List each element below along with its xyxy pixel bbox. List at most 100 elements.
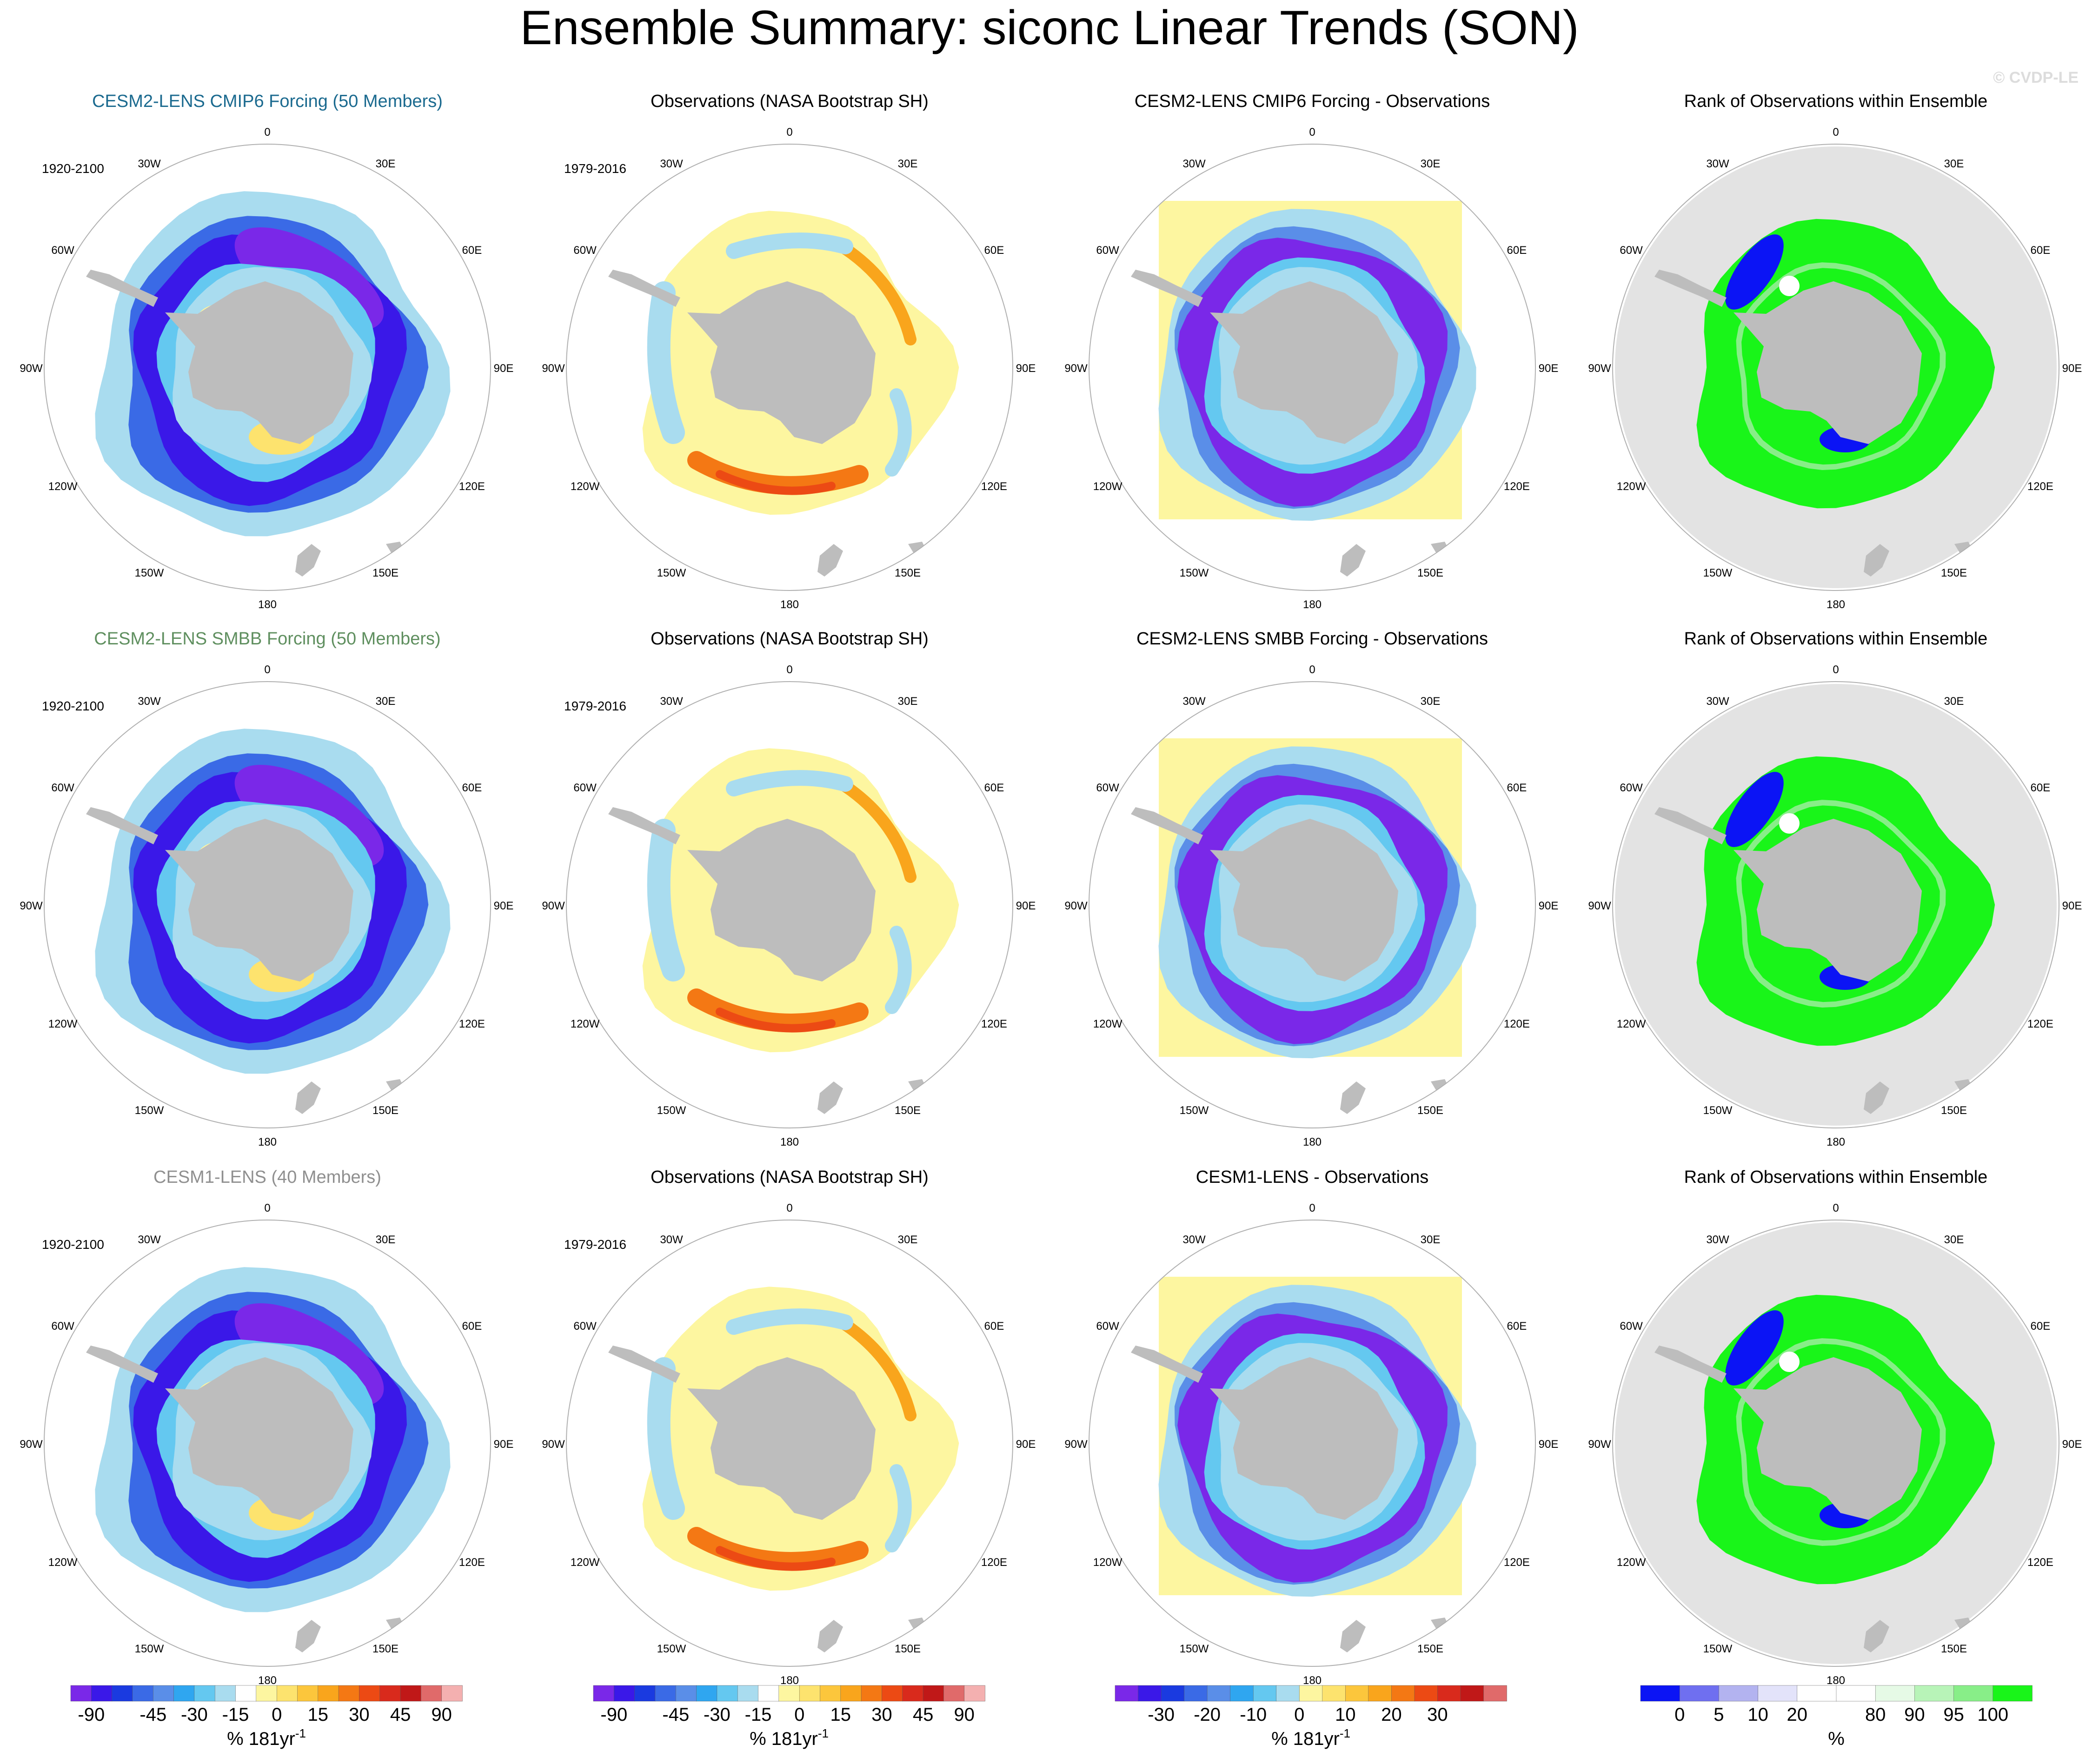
new-zealand-landmass — [817, 544, 843, 577]
panel-title: CESM2-LENS SMBB Forcing - Observations — [1136, 629, 1488, 649]
longitude-label: 120W — [48, 480, 78, 493]
longitude-label: 90W — [20, 900, 43, 912]
map-field — [86, 1267, 451, 1652]
longitude-label: 150W — [1703, 1643, 1733, 1655]
longitude-label: 120W — [1093, 1556, 1123, 1569]
colorbar-swatch — [338, 1685, 360, 1702]
new-zealand-landmass — [295, 1620, 321, 1652]
colorbar-swatch — [840, 1685, 862, 1702]
panel-title: Rank of Observations within Ensemble — [1684, 629, 1988, 649]
rank-low-percentile — [1725, 772, 1784, 847]
colorbar-unit-text: % — [1828, 1729, 1845, 1749]
longitude-label: 150E — [372, 1643, 399, 1655]
map-panel: 0 30E 60E 90E 120E 150E 180 150W 120W 90W 60W 30W CE… — [1064, 92, 1558, 611]
longitude-label: 90E — [2062, 900, 2082, 912]
longitude-label: 30W — [1706, 695, 1729, 708]
map-outline — [1612, 1220, 2059, 1667]
tasmania-landmass — [1954, 1079, 1973, 1093]
obs-decrease-region — [726, 1308, 853, 1335]
longitude-label: 120E — [981, 480, 1007, 493]
longitude-label: 150W — [1703, 1104, 1733, 1117]
longitude-label: 90E — [2062, 362, 2082, 375]
longitude-label: 120E — [1504, 480, 1530, 493]
panel-period: 1979-2016 — [564, 161, 626, 176]
longitude-label: 60W — [573, 782, 597, 794]
colorbar-swatch — [861, 1685, 883, 1702]
longitude-label: 150W — [135, 567, 164, 579]
new-zealand-landmass — [817, 1081, 843, 1114]
longitude-label: 180 — [1303, 598, 1322, 611]
longitude-label: 180 — [780, 598, 799, 611]
longitude-label: 90W — [1064, 900, 1088, 912]
colorbar-tick-label: 45 — [913, 1704, 934, 1725]
colorbar-swatch — [655, 1685, 676, 1702]
longitude-label: 120E — [981, 1556, 1007, 1569]
south-america-landmass — [1654, 807, 1727, 844]
colorbar-row: -90 -45 -30 -15 0 15 30 45 90% 181yr-1-90 -45 -30-… — [70, 1685, 2033, 1749]
longitude-label: 60W — [51, 782, 74, 794]
obs-ross-max-increase — [716, 1546, 836, 1571]
map-field — [608, 211, 959, 577]
longitude-label: 90W — [542, 1438, 565, 1451]
colorbar-tick-label: -45 — [139, 1704, 166, 1725]
panel-title: Observations (NASA Bootstrap SH) — [651, 629, 929, 649]
longitude-label: 90W — [1588, 362, 1611, 375]
longitude-label: 90W — [542, 362, 565, 375]
south-america-landmass — [86, 270, 158, 307]
colorbar-swatch — [235, 1685, 257, 1702]
longitude-label: 150E — [895, 567, 921, 579]
colorbar-tick-label: 20 — [1787, 1704, 1808, 1725]
longitude-label: 30W — [138, 695, 161, 708]
longitude-label: 60E — [1507, 1320, 1527, 1333]
south-america-landmass — [608, 1346, 680, 1383]
longitude-label: 60E — [462, 782, 482, 794]
tasmania-landmass — [1431, 542, 1449, 556]
south-america-landmass — [608, 807, 680, 844]
colorbar-swatch — [421, 1685, 442, 1702]
colorbar-swatch — [132, 1685, 153, 1702]
colorbar-unit-superscript: -1 — [818, 1726, 829, 1740]
colorbar-swatch — [593, 1685, 615, 1702]
map-outline — [44, 1220, 491, 1667]
map-panel: 0 30E 60E 90E 120E 150E 180 150W 120W 90W 60W 30W CE… — [20, 629, 513, 1148]
longitude-label: 90E — [1539, 1438, 1559, 1451]
panel-period: 1979-2016 — [564, 1237, 626, 1252]
colorbar-swatch — [1414, 1685, 1438, 1702]
colorbar-swatch — [1345, 1685, 1369, 1702]
longitude-label: 150W — [1180, 1643, 1209, 1655]
longitude-label: 180 — [1827, 1674, 1845, 1687]
panel-title: Observations (NASA Bootstrap SH) — [651, 92, 929, 111]
longitude-label: 150W — [657, 567, 686, 579]
map-panel: 0 30E 60E 90E 120E 150E 180 150W 120W 90W 60W 30W Ra… — [1588, 1167, 2082, 1687]
colorbar-swatch — [359, 1685, 380, 1702]
longitude-label: 150E — [1941, 1643, 1967, 1655]
colorbar-swatch — [214, 1685, 236, 1702]
longitude-label: 120W — [1617, 480, 1646, 493]
antarctica-landmass — [165, 1357, 353, 1520]
longitude-label: 120E — [1504, 1018, 1530, 1030]
longitude-label: 120W — [1093, 1018, 1123, 1030]
longitude-label: 60E — [984, 782, 1004, 794]
colorbar-swatch — [799, 1685, 821, 1702]
new-zealand-landmass — [1340, 1620, 1366, 1652]
longitude-label: 150W — [135, 1643, 164, 1655]
longitude-label: 120W — [48, 1556, 78, 1569]
longitude-label: 60W — [1620, 1320, 1643, 1333]
colorbar-unit-text: % 181yr — [227, 1729, 295, 1749]
colorbar-swatch — [1953, 1685, 1993, 1702]
longitude-label: 30W — [660, 695, 683, 708]
obs-ross-max-increase — [716, 1008, 836, 1033]
longitude-label: 0 — [786, 663, 792, 676]
map-field — [1615, 684, 2057, 1126]
new-zealand-landmass — [817, 1620, 843, 1652]
tasmania-landmass — [1954, 542, 1973, 556]
longitude-label: 150E — [1417, 1104, 1443, 1117]
colorbar-tick-label: 45 — [390, 1704, 411, 1725]
colorbar-swatch — [1391, 1685, 1415, 1702]
map-field — [608, 748, 959, 1114]
colorbar: 0 5 10 20 80 90 95 100% — [1640, 1685, 2033, 1749]
colorbar: -90 -45 -30 -15 0 15 30 45 90 % 181yr-1 — [593, 1685, 985, 1749]
colorbar-swatch — [923, 1685, 944, 1702]
map-field — [86, 191, 451, 577]
obs-ross-max-increase — [716, 470, 836, 495]
